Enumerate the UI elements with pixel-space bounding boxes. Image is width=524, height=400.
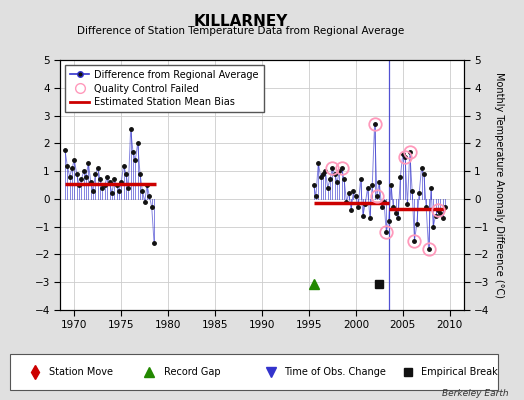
Text: Berkeley Earth: Berkeley Earth xyxy=(442,389,508,398)
Text: KILLARNEY: KILLARNEY xyxy=(194,14,288,29)
Text: Station Move: Station Move xyxy=(49,367,114,377)
Legend: Difference from Regional Average, Quality Control Failed, Estimated Station Mean: Difference from Regional Average, Qualit… xyxy=(65,65,264,112)
Text: Difference of Station Temperature Data from Regional Average: Difference of Station Temperature Data f… xyxy=(78,26,405,36)
Text: Time of Obs. Change: Time of Obs. Change xyxy=(285,367,386,377)
Text: Record Gap: Record Gap xyxy=(164,367,221,377)
Y-axis label: Monthly Temperature Anomaly Difference (°C): Monthly Temperature Anomaly Difference (… xyxy=(494,72,504,298)
Text: Empirical Break: Empirical Break xyxy=(421,367,498,377)
FancyBboxPatch shape xyxy=(10,354,498,390)
